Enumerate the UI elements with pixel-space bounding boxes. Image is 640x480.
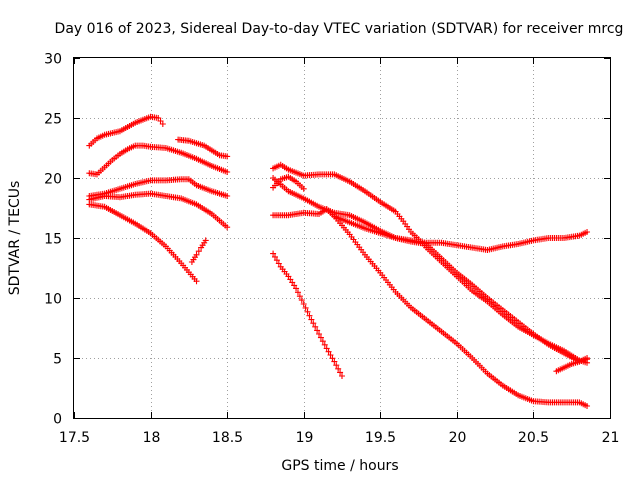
x-tick-label: 21 [602, 430, 620, 446]
data-point [300, 185, 307, 192]
x-tick-label: 20.5 [518, 430, 549, 446]
series-track-a-tail [175, 136, 231, 160]
data-point [294, 289, 301, 296]
series-track-j [270, 206, 591, 253]
data-point [302, 304, 309, 311]
series-track-m [270, 250, 345, 379]
data-points [86, 113, 591, 409]
data-point [193, 251, 200, 258]
data-point [224, 153, 231, 160]
data-point [323, 345, 330, 352]
data-point [325, 348, 332, 355]
x-tick-label: 18.5 [212, 430, 243, 446]
series-track-d [86, 190, 231, 231]
data-point [195, 248, 202, 255]
data-point [312, 323, 319, 330]
data-point [329, 355, 336, 362]
x-axis-label: GPS time / hours [281, 458, 398, 474]
data-point [327, 352, 334, 358]
series-track-f [188, 237, 209, 265]
data-point [584, 403, 591, 409]
data-point [293, 285, 300, 292]
series-track-a-rise [86, 113, 166, 149]
x-tick-label: 18 [143, 430, 161, 446]
data-point [300, 301, 307, 307]
y-tick-label: 30 [44, 52, 62, 68]
plot-frame [73, 57, 611, 419]
series-track-g [270, 161, 591, 366]
y-tick-label: 15 [44, 232, 62, 248]
series-track-h [270, 175, 591, 365]
data-point [331, 358, 338, 365]
x-tick-label: 19.5 [365, 430, 396, 446]
data-point [584, 355, 591, 361]
data-point [308, 316, 315, 323]
data-point [296, 293, 303, 300]
chart-title: Day 016 of 2023, Sidereal Day-to-day VTE… [55, 21, 624, 37]
data-point [310, 320, 317, 327]
data-point [224, 193, 231, 199]
data-point [314, 327, 321, 334]
series-track-b [86, 142, 231, 178]
data-point [306, 312, 313, 319]
x-tick-label: 19 [296, 430, 314, 446]
data-point [159, 121, 166, 127]
data-point [275, 260, 282, 267]
series-track-e [86, 201, 200, 285]
data-point [224, 169, 231, 175]
y-tick-label: 10 [44, 292, 62, 308]
x-tick-label: 17.5 [59, 430, 90, 446]
data-point [270, 250, 277, 257]
data-point [224, 224, 231, 231]
data-point [321, 341, 328, 348]
series-track-l [553, 355, 591, 375]
data-point [273, 257, 280, 264]
y-axis-label: SDTVAR / TECUs [7, 181, 23, 296]
data-point [333, 362, 340, 369]
data-point [298, 297, 305, 304]
data-point [337, 369, 344, 376]
data-point [584, 229, 591, 235]
data-point [272, 253, 278, 260]
axis-ticks: 17.5 18 18.5 19 19.5 20 20.5 21 0 5 10 15 20 25 30 [44, 52, 619, 447]
data-point [319, 338, 326, 345]
y-tick-label: 25 [44, 112, 62, 128]
series-track-i [270, 173, 307, 192]
data-point [304, 308, 311, 315]
y-tick-label: 5 [53, 352, 62, 368]
x-tick-label: 20 [449, 430, 467, 446]
data-point [193, 278, 200, 285]
data-point [317, 334, 324, 341]
series-track-k [323, 206, 591, 409]
data-point [202, 237, 209, 244]
y-tick-label: 0 [53, 412, 62, 428]
series-track-c [86, 176, 231, 199]
data-point [316, 331, 323, 337]
y-tick-label: 20 [44, 172, 62, 188]
data-point [335, 365, 342, 372]
data-point [339, 373, 345, 379]
